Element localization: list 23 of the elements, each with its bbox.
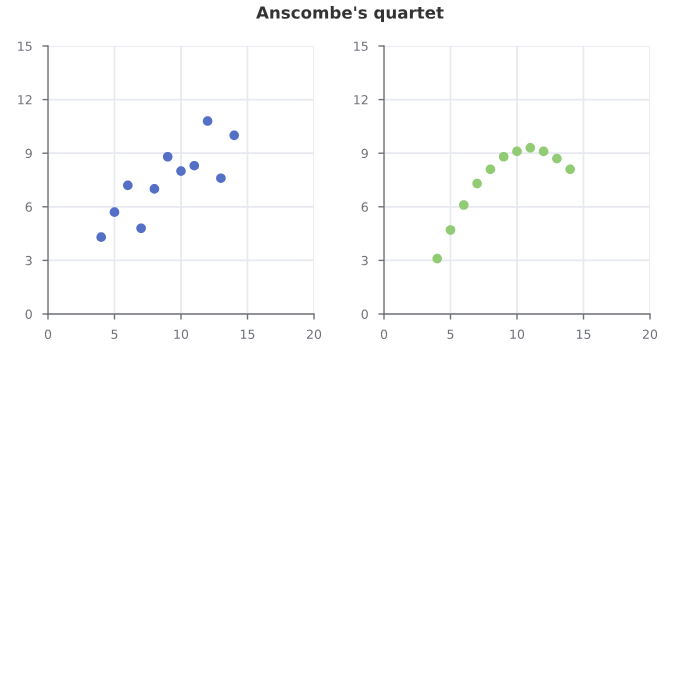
point: [109, 207, 120, 217]
point: [498, 151, 509, 162]
point: [538, 146, 549, 157]
point: [512, 146, 522, 157]
point: [472, 178, 482, 189]
point: [176, 166, 186, 176]
point: [485, 164, 496, 175]
point: [229, 130, 240, 141]
point: [216, 173, 226, 184]
point: [136, 223, 146, 234]
point: [202, 116, 213, 126]
text: Anscombe's quartet: [256, 5, 444, 23]
point: [162, 151, 173, 162]
point: [96, 232, 107, 242]
point: [149, 184, 160, 194]
point: [189, 160, 200, 171]
point: [122, 180, 133, 191]
point: [445, 225, 456, 235]
point: [525, 143, 536, 153]
point: [458, 200, 469, 210]
point: [552, 153, 562, 164]
point: [565, 164, 576, 175]
point: [432, 253, 443, 264]
